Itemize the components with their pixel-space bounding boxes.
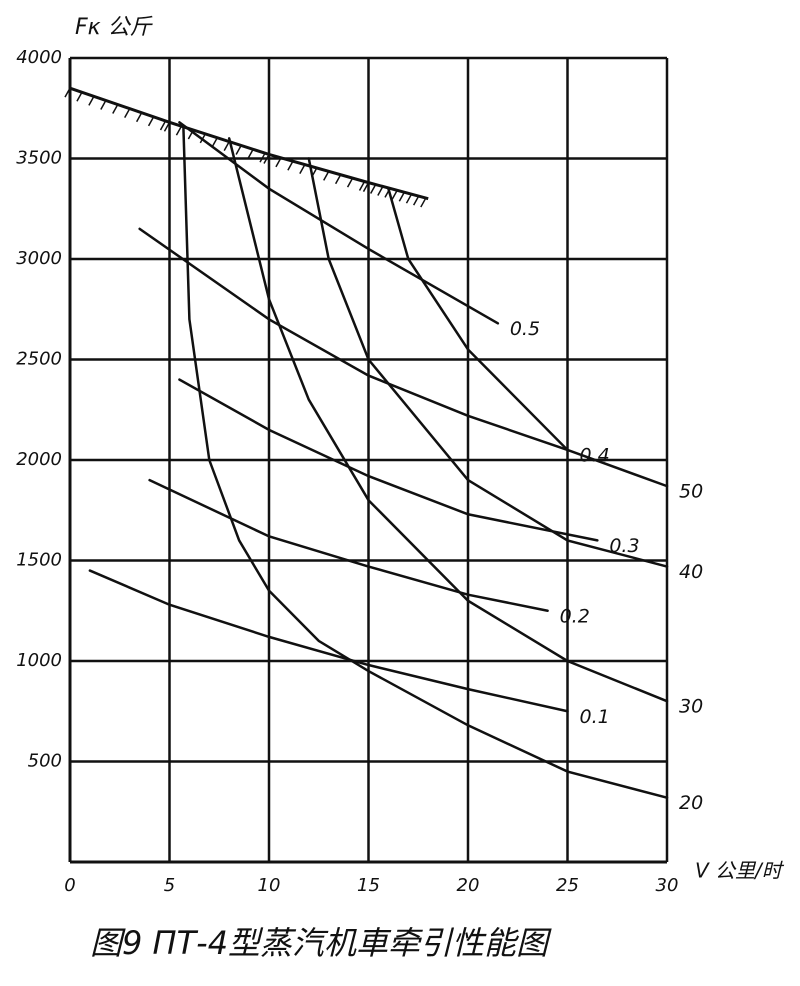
- curve: [227, 137, 669, 703]
- hatch: [112, 104, 119, 114]
- hatch: [247, 148, 254, 159]
- curve-label: 0.3: [609, 535, 639, 557]
- hatch: [405, 193, 413, 204]
- y-tick-label: 3500: [16, 148, 62, 169]
- curve-label: 30: [679, 696, 703, 718]
- y-tick-label: 3000: [16, 248, 62, 269]
- x-tick-label: 20: [457, 875, 480, 896]
- hatch: [398, 191, 405, 202]
- x-tick-label: 15: [357, 875, 380, 896]
- curve: [148, 478, 549, 612]
- x-tick-label: 0: [64, 875, 75, 896]
- hatch: [259, 152, 266, 163]
- x-tick-label: 25: [556, 875, 579, 896]
- y-tick-label: 2500: [16, 349, 62, 370]
- chart-title: 图9 ПТ-4型蒸汽机車牵引性能图: [90, 924, 552, 962]
- hatch: [334, 174, 342, 185]
- hatch: [235, 145, 242, 155]
- curve: [387, 187, 669, 488]
- hatch: [323, 170, 330, 181]
- hatch: [275, 157, 282, 168]
- curve-label: 40: [679, 561, 703, 583]
- x-tick-label: 30: [656, 875, 679, 896]
- y-tick-label: 1000: [16, 650, 62, 671]
- hatch: [100, 100, 107, 110]
- hatch: [163, 121, 171, 132]
- hatch: [358, 181, 366, 191]
- y-tick-label: 2000: [16, 449, 62, 470]
- y-tick-label: 1500: [16, 550, 62, 571]
- hatch: [362, 182, 370, 192]
- hatch: [76, 91, 83, 102]
- hatch: [377, 186, 384, 196]
- hatch: [420, 197, 427, 208]
- hatch: [346, 177, 354, 188]
- curve-label: 20: [679, 792, 703, 814]
- y-axis-label: Fκ 公斤: [75, 15, 154, 40]
- curve: [138, 227, 569, 452]
- hatch: [211, 137, 218, 148]
- y-tick-label: 500: [28, 751, 62, 772]
- hatch: [88, 95, 95, 106]
- hatch: [391, 189, 398, 200]
- curve: [178, 121, 500, 325]
- curve: [88, 569, 569, 713]
- curve-label: 50: [679, 481, 703, 503]
- curve: [182, 127, 669, 799]
- curve-label: 0.4: [580, 444, 610, 466]
- curve-label: 0.5: [510, 318, 540, 340]
- x-tick-label: 10: [258, 875, 281, 896]
- hatch: [287, 160, 294, 171]
- hatch: [263, 154, 270, 164]
- hatch: [223, 141, 230, 151]
- y-tick-label: 4000: [16, 47, 62, 68]
- hatch: [412, 195, 420, 206]
- hatch: [370, 184, 377, 194]
- hatch: [159, 120, 167, 131]
- hatch: [124, 108, 131, 119]
- hatch: [175, 125, 183, 136]
- limit-line: [69, 86, 429, 201]
- hatch: [147, 116, 155, 127]
- x-tick-label: 5: [164, 875, 175, 896]
- hatch: [135, 112, 143, 123]
- curve-label: 0.1: [580, 706, 610, 728]
- hatch: [64, 87, 71, 98]
- x-axis-label: V 公里/时: [695, 859, 785, 883]
- hatch: [299, 164, 306, 174]
- curve: [178, 378, 599, 542]
- curve: [307, 157, 669, 568]
- curve-label: 0.2: [560, 605, 590, 627]
